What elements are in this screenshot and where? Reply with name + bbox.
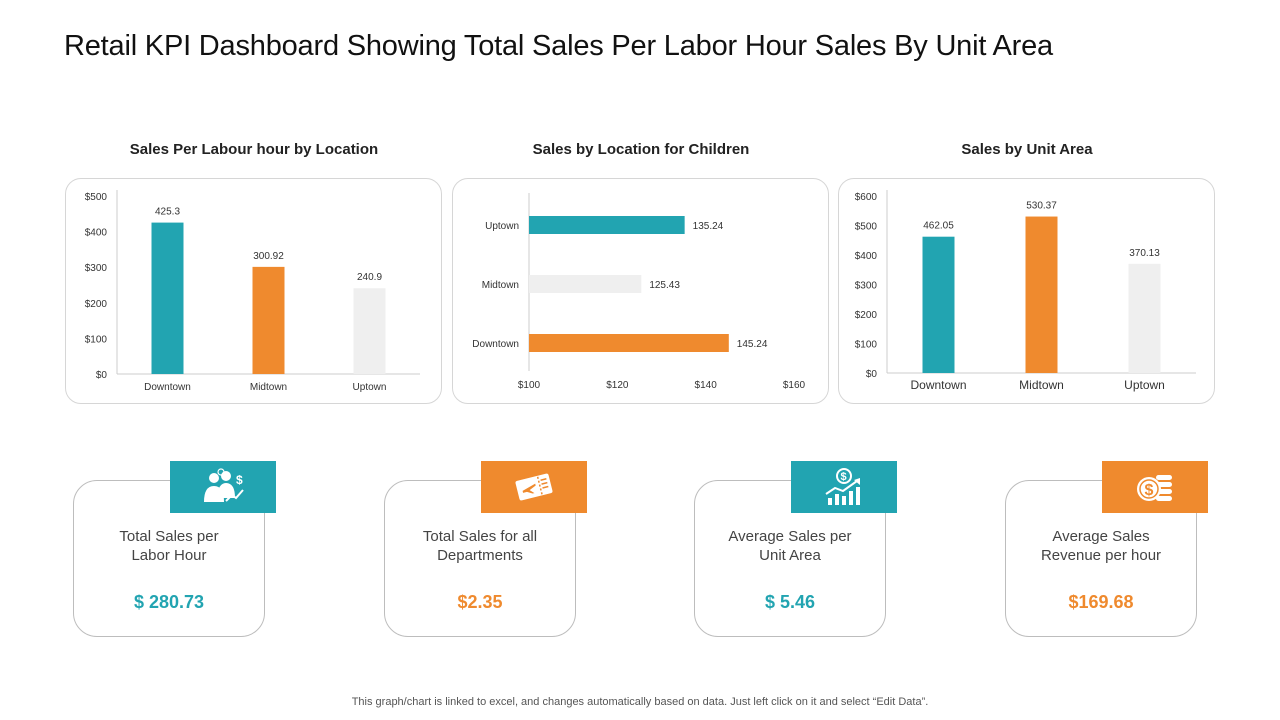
page-title: Retail KPI Dashboard Showing Total Sales… — [64, 30, 1053, 62]
y-tick-label: $200 — [85, 299, 108, 310]
y-tick-label: $200 — [855, 310, 878, 321]
bar-uptown — [353, 288, 386, 374]
x-tick-label: $140 — [695, 380, 718, 391]
category-label: Uptown — [485, 221, 519, 232]
chart-panel-children-location[interactable]: 135.24 Uptown 125.43 Midtown 145.24 Downtown $… — [452, 178, 829, 404]
kpi-icon-box-orange — [481, 461, 587, 513]
data-label: 462.05 — [923, 221, 954, 232]
horizontal-bar-chart-children: 135.24 Uptown 125.43 Midtown 145.24 Downtown $… — [472, 193, 806, 391]
data-label: 135.24 — [693, 221, 724, 232]
y-tick-label: $300 — [855, 281, 878, 292]
category-label: Downtown — [144, 382, 191, 393]
data-label: 425.3 — [155, 207, 180, 218]
chart-title-unit-area: Sales by Unit Area — [961, 141, 1093, 158]
kpi-value: $2.35 — [457, 592, 503, 612]
bar-uptown — [1128, 263, 1161, 373]
x-tick-label: $120 — [606, 380, 629, 391]
svg-text:$: $ — [841, 471, 847, 483]
kpi-icon-box-teal: $ — [170, 461, 276, 513]
y-tick-label: $500 — [855, 222, 878, 233]
category-label: Midtown — [250, 382, 287, 393]
bar-midtown — [252, 266, 285, 374]
category-label: Midtown — [1019, 378, 1064, 392]
kpi-label: Total Sales per Labor Hour — [119, 528, 219, 564]
category-label: Midtown — [482, 280, 519, 291]
kpi-icon-box-orange: $ — [1102, 461, 1208, 513]
y-tick-label: $400 — [855, 251, 878, 262]
kpi-label: Average Sales Revenue per hour — [1040, 528, 1162, 564]
chart-panel-unit-area[interactable]: $0 $100 $200 $300 $400 $500 $600 462.05 Downtown… — [838, 178, 1215, 404]
data-label: 125.43 — [649, 280, 680, 291]
x-tick-label: $100 — [518, 380, 541, 391]
bar-midtown — [1025, 216, 1058, 373]
ticket-plane-icon — [515, 473, 553, 501]
svg-text:$: $ — [236, 473, 243, 487]
bar-downtown — [922, 236, 955, 373]
kpi-icon-box-teal: $ — [791, 461, 897, 513]
chart-title-sales-per-labour-hour: Sales Per Labour hour by Location — [129, 141, 379, 158]
kpi-value: $ 5.46 — [764, 592, 816, 612]
kpi-card-sales-per-labor-hour: Total Sales per Labor Hour $ 280.73 — [73, 480, 265, 637]
category-label: Downtown — [910, 378, 966, 392]
bar-downtown — [529, 334, 729, 352]
bar-downtown — [151, 222, 184, 374]
data-label: 370.13 — [1129, 248, 1160, 259]
y-tick-label: $0 — [866, 369, 878, 380]
chart-title-children-location: Sales by Location for Children — [532, 141, 750, 158]
footnote: This graph/chart is linked to excel, and… — [351, 696, 929, 708]
kpi-label: Average Sales per Unit Area — [728, 528, 852, 564]
chart-panel-sales-per-labour-hour[interactable]: $0 $100 $200 $300 $400 $500 425.3 Downtown 300.9… — [65, 178, 442, 404]
y-tick-label: $500 — [85, 192, 108, 203]
x-tick-label: $160 — [783, 380, 806, 391]
team-dollar-icon: $ — [204, 468, 244, 502]
bar-uptown — [529, 216, 685, 234]
y-tick-label: $100 — [85, 334, 108, 345]
y-tick-label: $600 — [855, 192, 878, 203]
y-tick-label: $100 — [855, 340, 878, 351]
kpi-value: $ 280.73 — [133, 592, 205, 612]
y-tick-label: $300 — [85, 263, 108, 274]
vertical-bar-chart-labour-hour: $0 $100 $200 $300 $400 $500 425.3 Downtown 300.9… — [85, 190, 420, 393]
data-label: 145.24 — [737, 339, 768, 350]
data-label: 300.92 — [253, 251, 284, 262]
vertical-bar-chart-unit-area: $0 $100 $200 $300 $400 $500 $600 462.05 Downtown… — [855, 190, 1196, 392]
bar-midtown — [529, 275, 642, 293]
category-label: Uptown — [1124, 378, 1165, 392]
dollar-growth-chart-icon: $ — [825, 468, 860, 505]
category-label: Downtown — [472, 339, 519, 350]
data-label: 530.37 — [1026, 201, 1057, 212]
svg-text:$: $ — [1145, 482, 1154, 499]
y-tick-label: $0 — [96, 370, 108, 381]
kpi-value: $169.68 — [1068, 592, 1134, 612]
y-tick-label: $400 — [85, 228, 108, 239]
data-label: 240.9 — [357, 272, 382, 283]
coin-stack-icon: $ — [1137, 475, 1172, 501]
category-label: Uptown — [353, 382, 387, 393]
kpi-label: Total Sales for all Departments — [422, 528, 538, 564]
